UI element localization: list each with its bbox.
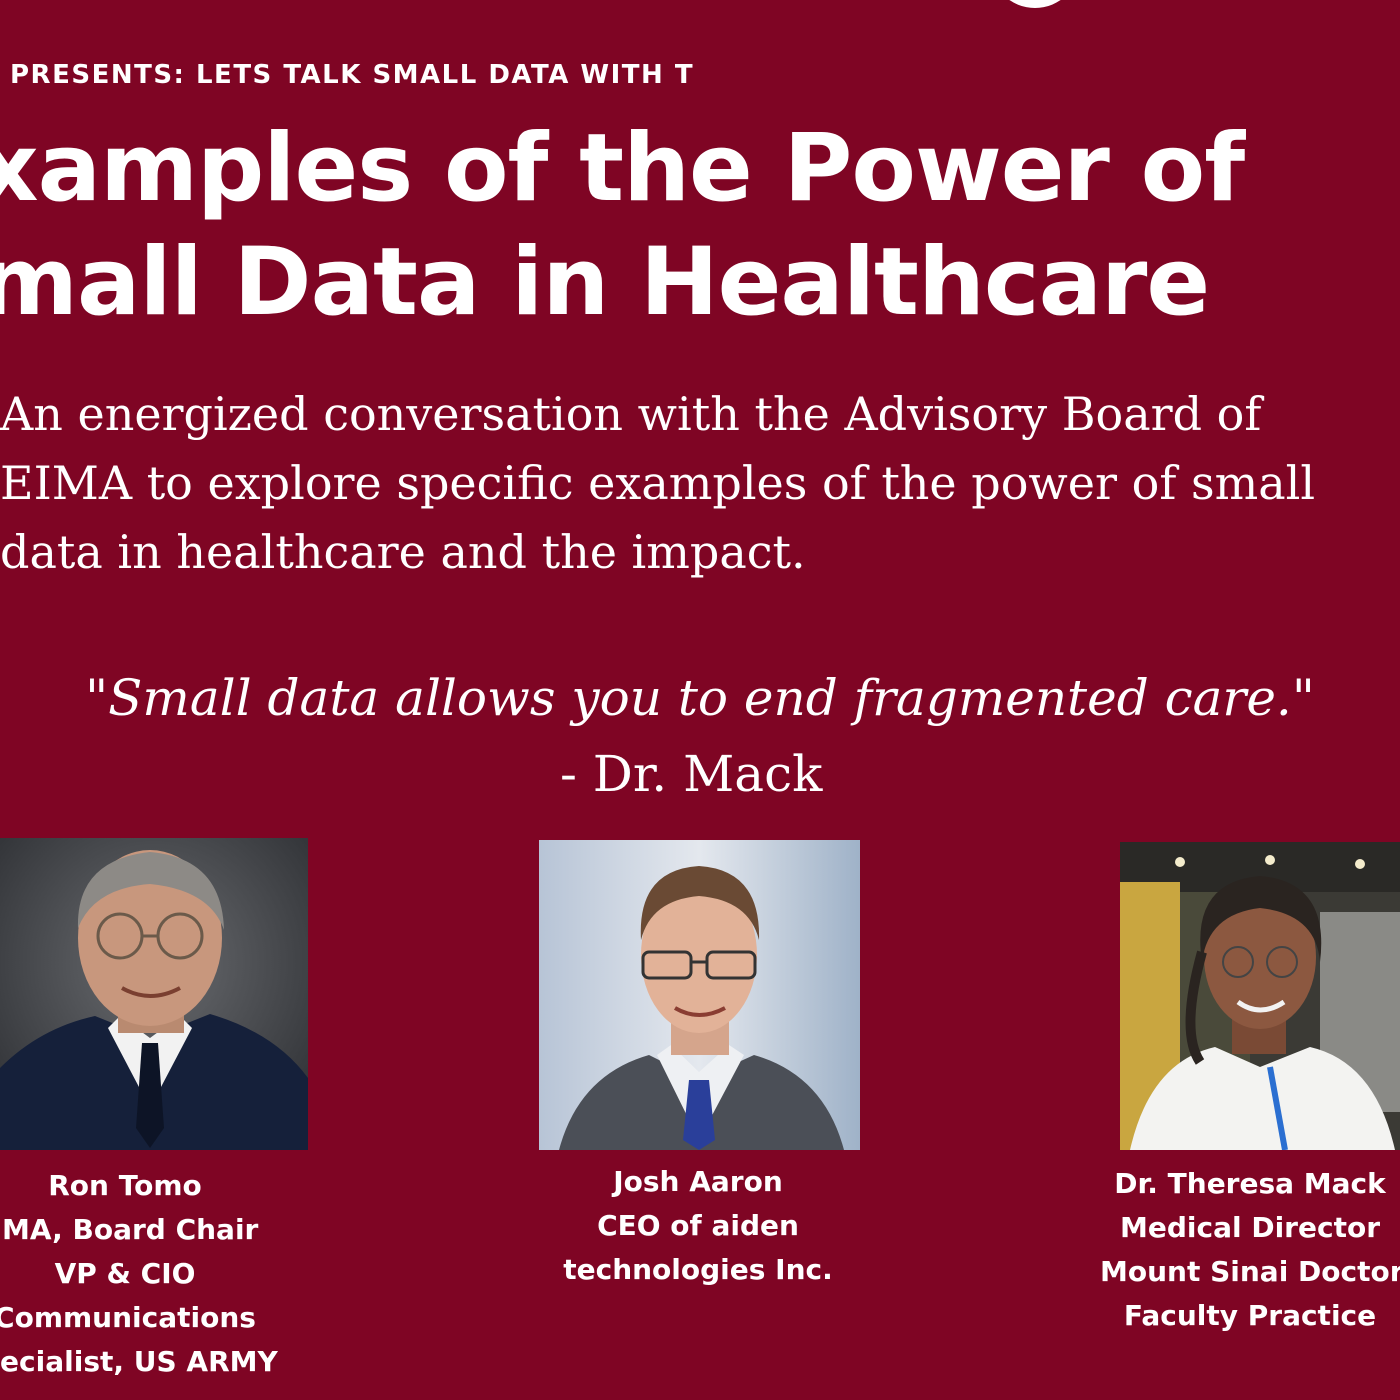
speaker-detail: Mount Sinai Doctor (1100, 1255, 1400, 1288)
title-line-1: xamples of the Power of (0, 114, 1245, 223)
description-line-2: EIMA to explore specific examples of the… (0, 456, 1316, 510)
quote-author: - Dr. Mack (560, 745, 823, 803)
speaker-detail: Communications (0, 1301, 256, 1334)
speaker-detail: Faculty Practice (1123, 1299, 1377, 1332)
title-line-2: mall Data in Healthcare (0, 228, 1210, 337)
speaker-photo-ron-tomo (0, 838, 308, 1150)
portrait-image (0, 838, 308, 1150)
speaker-name: Josh Aaron (613, 1165, 783, 1198)
speaker-photo-josh-aaron (539, 840, 860, 1150)
speaker-detail: pecialist, US ARMY (0, 1345, 278, 1378)
description: An energized conversation with the Advis… (0, 380, 1400, 587)
speaker-caption-theresa-mack: Dr. Theresa Mack Medical Director Mount … (1100, 1162, 1400, 1338)
speaker-name: Dr. Theresa Mack (1114, 1167, 1386, 1200)
presents-line: PRESENTS: LETS TALK SMALL DATA WITH T (10, 60, 695, 90)
speaker-photo-theresa-mack (1120, 842, 1400, 1150)
speaker-detail: CEO of aiden (597, 1209, 799, 1242)
speaker-detail: IMA, Board Chair (0, 1213, 259, 1246)
speaker-caption-ron-tomo: Ron Tomo IMA, Board Chair VP & CIO Commu… (0, 1164, 278, 1384)
speaker-detail: Medical Director (1120, 1211, 1380, 1244)
description-line-3: data in healthcare and the impact. (0, 525, 806, 579)
speaker-name: Ron Tomo (48, 1169, 202, 1202)
speaker-detail: technologies Inc. (563, 1253, 833, 1286)
quote-text: "Small data allows you to end fragmented… (85, 669, 1315, 727)
decorative-shape (990, 0, 1080, 8)
portrait-image (539, 840, 860, 1150)
description-line-1: An energized conversation with the Advis… (0, 387, 1262, 441)
page-title: xamples of the Power of mall Data in Hea… (0, 112, 1400, 340)
speaker-caption-josh-aaron: Josh Aaron CEO of aiden technologies Inc… (548, 1160, 848, 1292)
speaker-detail: VP & CIO (54, 1257, 196, 1290)
portrait-image (1120, 842, 1400, 1150)
